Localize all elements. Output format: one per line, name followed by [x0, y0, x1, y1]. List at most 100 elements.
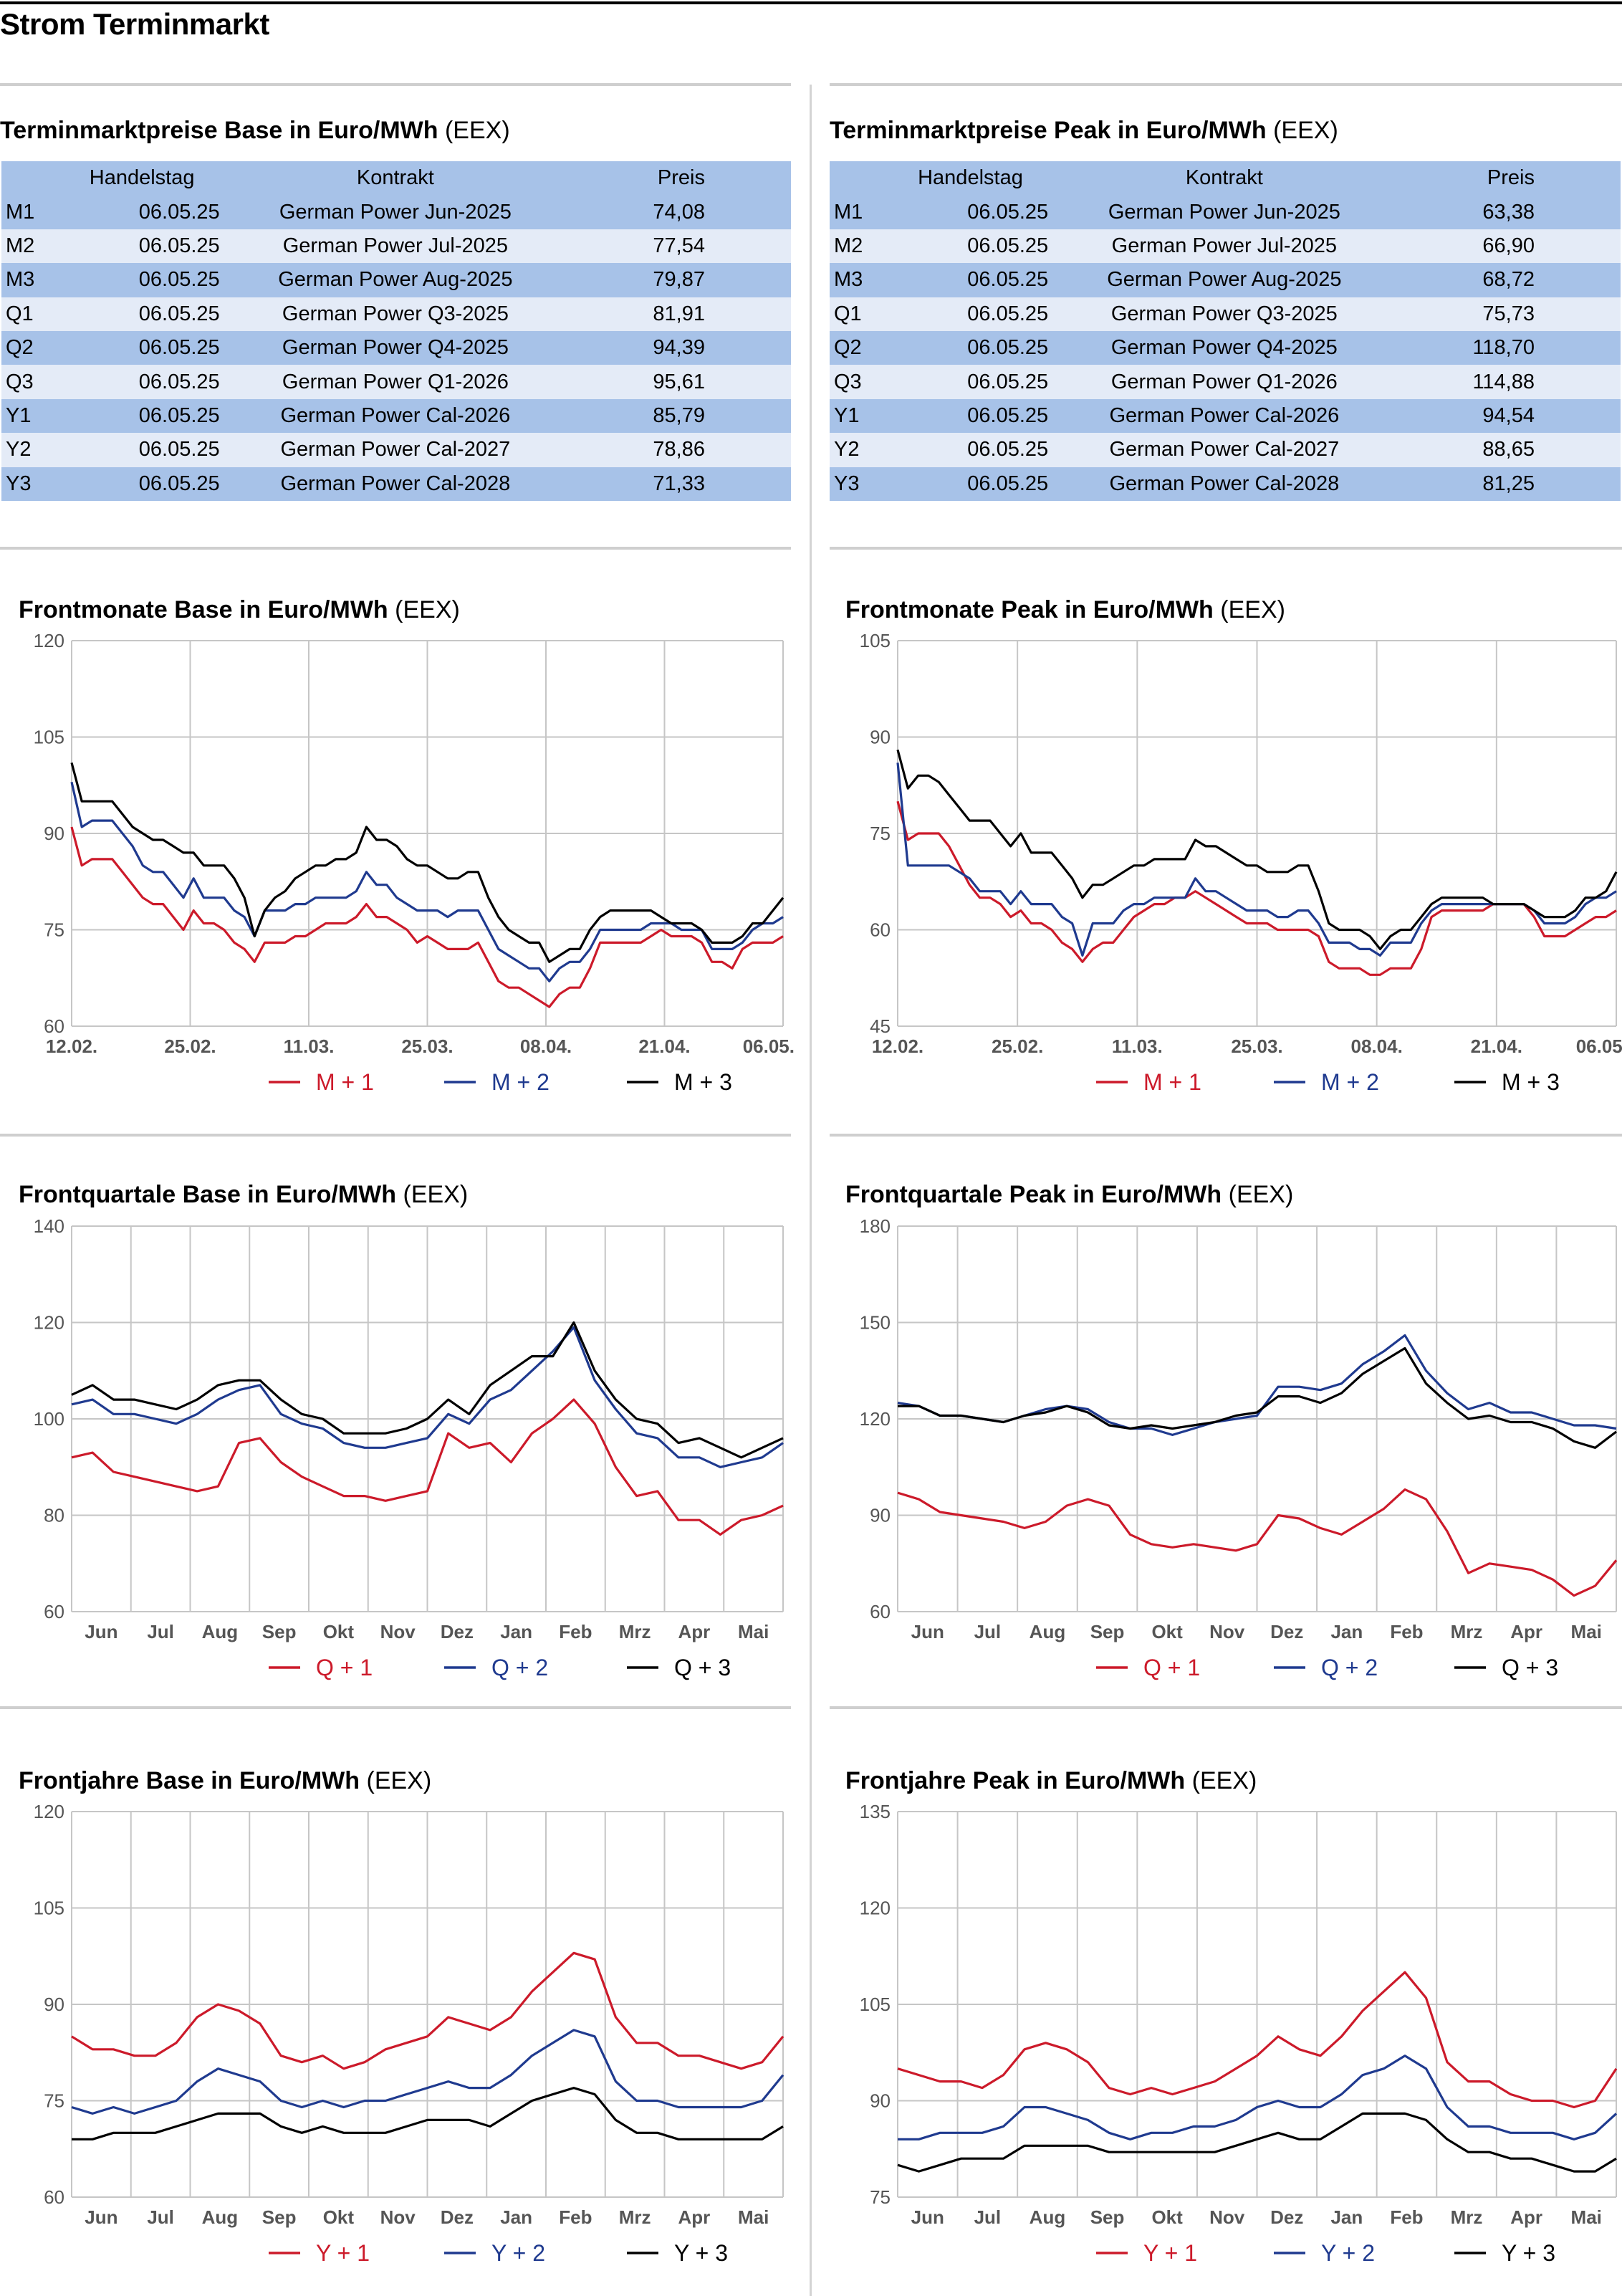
legend-label: Q + 2 — [491, 1655, 548, 1680]
x-tick-label: Jun — [911, 2206, 944, 2228]
x-tick-label: Mai — [1571, 1621, 1602, 1642]
table-row: Q2 06.05.25 German Power Q4-2025 118,70 — [830, 330, 1621, 365]
x-tick-label: 11.03. — [284, 1035, 335, 1057]
chart-title-text: Frontmonate Base in Euro/MWh — [19, 596, 388, 623]
table-row: Y2 06.05.25 German Power Cal-2027 88,65 — [830, 433, 1621, 467]
x-tick-label: Jan — [1330, 1621, 1363, 1642]
x-tick-label: Sep — [1090, 2206, 1125, 2228]
row-preis: 75,73 — [1396, 297, 1621, 331]
row-preis: 81,25 — [1396, 467, 1621, 501]
row-label: Y1 — [830, 398, 888, 434]
section-divider — [0, 1134, 791, 1137]
y-tick-label: 120 — [34, 630, 64, 651]
x-tick-label: 08.04. — [1351, 1035, 1403, 1057]
series-line-1 — [897, 1971, 1618, 2109]
x-tick-label: Nov — [380, 1621, 416, 1642]
x-tick-label: Feb — [1390, 1621, 1423, 1642]
row-handelstag: 06.05.25 — [59, 398, 224, 434]
y-tick-label: 60 — [44, 1015, 64, 1037]
y-tick-label: 105 — [860, 1994, 891, 2015]
y-tick-label: 90 — [44, 823, 64, 844]
row-preis: 85,79 — [567, 398, 791, 434]
y-tick-label: 135 — [860, 1801, 891, 1822]
x-tick-label: Mai — [738, 2206, 769, 2228]
legend-label: Y + 2 — [491, 2240, 545, 2266]
chart-source: (EEX) — [403, 1181, 469, 1208]
chart-title-frontquartale-peak: Frontquartale Peak in Euro/MWh (EEX) — [845, 1181, 1293, 1209]
x-tick-label: Jan — [500, 1621, 532, 1642]
x-tick-label: 21.04. — [638, 1035, 690, 1057]
x-tick-label: Jul — [974, 2206, 1002, 2228]
x-tick-label: Dez — [1270, 1621, 1303, 1642]
x-tick-label: Okt — [323, 2206, 355, 2228]
row-label: Y3 — [1, 467, 60, 501]
series-line-1 — [70, 826, 784, 1008]
row-kontrakt: German Power Q4-2025 — [1052, 330, 1396, 365]
series-line-3 — [70, 762, 784, 963]
legend-label: M + 2 — [491, 1069, 550, 1095]
row-kontrakt: German Power Cal-2026 — [1052, 398, 1396, 434]
row-preis: 81,91 — [567, 297, 791, 331]
row-handelstag: 06.05.25 — [888, 229, 1053, 264]
chart-title-text: Frontjahre Peak in Euro/MWh — [845, 1767, 1186, 1794]
y-tick-label: 100 — [34, 1408, 64, 1430]
x-tick-label: Aug — [202, 1621, 239, 1642]
x-tick-label: Dez — [441, 1621, 474, 1642]
x-tick-label: 08.04. — [520, 1035, 572, 1057]
series-line-1 — [896, 800, 1617, 976]
row-preis: 77,54 — [567, 229, 791, 264]
x-tick-label: 21.04. — [1471, 1035, 1522, 1057]
page-title: Strom Terminmarkt — [0, 7, 269, 41]
table-row: M3 06.05.25 German Power Aug-2025 79,87 — [1, 263, 791, 297]
table-row: Q1 06.05.25 German Power Q3-2025 81,91 — [1, 297, 791, 331]
row-label: Y3 — [830, 467, 888, 501]
series-line-3 — [898, 1346, 1617, 1449]
row-kontrakt: German Power Q4-2025 — [224, 330, 567, 365]
row-kontrakt: German Power Q3-2025 — [1052, 297, 1396, 331]
x-tick-label: Apr — [1510, 2206, 1542, 2228]
chart-title-frontquartale-base: Frontquartale Base in Euro/MWh (EEX) — [19, 1181, 468, 1209]
chart-title-text: Frontquartale Base in Euro/MWh — [19, 1181, 397, 1208]
row-preis: 63,38 — [1396, 195, 1621, 229]
legend-label: Y + 2 — [1321, 2240, 1375, 2266]
y-tick-label: 60 — [44, 2186, 64, 2208]
column-divider — [810, 85, 812, 2296]
chart-title-frontjahre-peak: Frontjahre Peak in Euro/MWh (EEX) — [845, 1767, 1257, 1795]
table-header-cell: Handelstag — [888, 161, 1053, 196]
x-tick-label: 25.03. — [1231, 1035, 1282, 1057]
row-handelstag: 06.05.25 — [888, 467, 1053, 501]
y-tick-label: 180 — [860, 1215, 891, 1237]
x-tick-label: Jan — [500, 2206, 532, 2228]
chart-title-frontmonate-peak: Frontmonate Peak in Euro/MWh (EEX) — [845, 596, 1285, 624]
top-rule — [0, 1, 1622, 4]
row-label: M2 — [1, 229, 60, 264]
table-row: M2 06.05.25 German Power Jul-2025 77,54 — [1, 229, 791, 264]
y-tick-label: 75 — [44, 2090, 64, 2112]
row-label: M3 — [1, 263, 60, 297]
chart-source: (EEX) — [1191, 1767, 1257, 1794]
y-tick-label: 60 — [44, 1601, 64, 1622]
y-tick-label: 90 — [870, 2090, 891, 2112]
row-preis: 95,61 — [567, 365, 791, 399]
legend-label: Y + 3 — [1502, 2240, 1555, 2266]
table-title-text: Terminmarktpreise Peak in Euro/MWh — [830, 117, 1267, 144]
series-line-1 — [71, 1398, 784, 1536]
chart-source: (EEX) — [395, 596, 460, 623]
row-kontrakt: German Power Jun-2025 — [1052, 195, 1396, 229]
y-tick-label: 120 — [34, 1312, 64, 1334]
legend-label: M + 2 — [1321, 1069, 1379, 1095]
table-title-base: Terminmarktpreise Base in Euro/MWh (EEX) — [0, 117, 510, 145]
row-kontrakt: German Power Cal-2028 — [224, 467, 567, 501]
table-row: Y1 06.05.25 German Power Cal-2026 94,54 — [830, 398, 1621, 434]
row-label: M3 — [830, 263, 888, 297]
section-divider — [0, 1706, 791, 1709]
legend-label: Q + 1 — [316, 1655, 373, 1680]
series-line-2 — [898, 2055, 1618, 2140]
x-tick-label: 06.05. — [743, 1035, 795, 1057]
x-tick-label: Feb — [559, 1621, 592, 1642]
series-line-2 — [71, 2029, 784, 2115]
table-source: (EEX) — [444, 117, 510, 144]
x-tick-label: Jul — [147, 1621, 174, 1642]
y-tick-label: 90 — [870, 1505, 891, 1526]
row-label: M1 — [1, 195, 60, 229]
